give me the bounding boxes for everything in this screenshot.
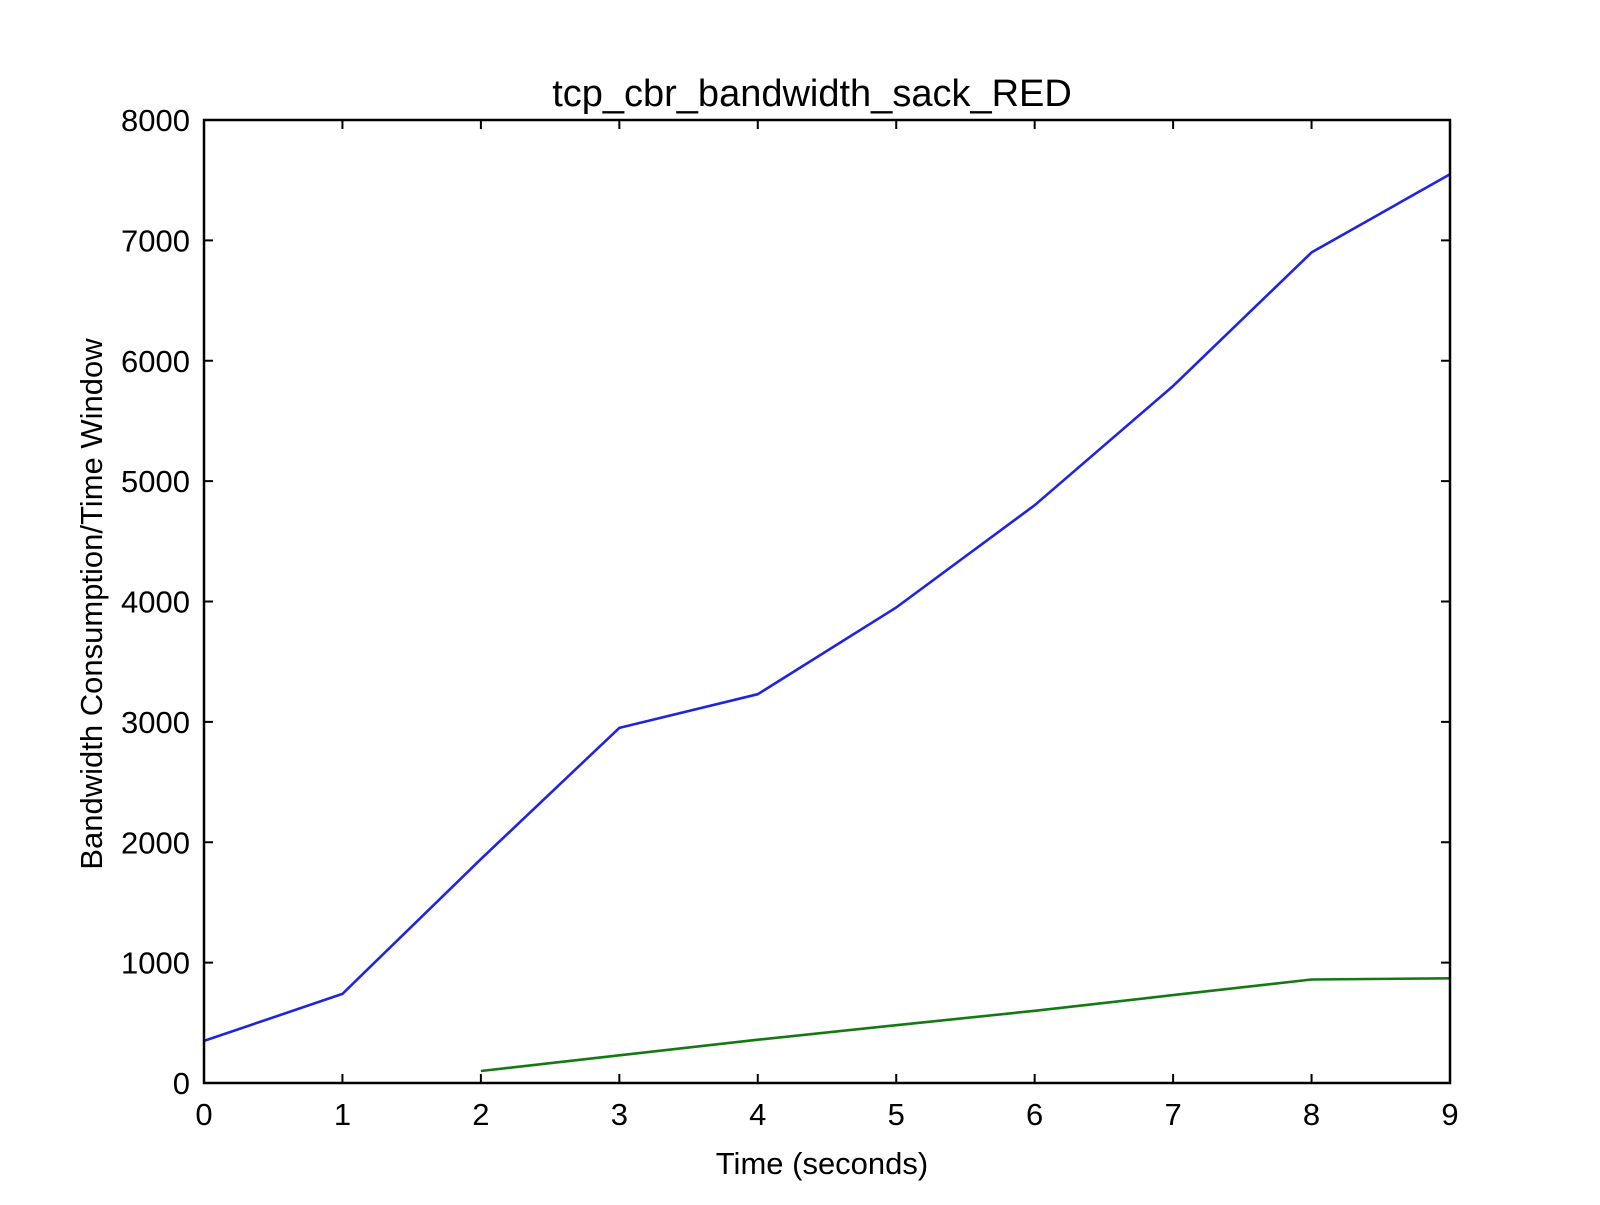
y-tick-label: 5000 [121, 464, 190, 499]
y-tick-label: 8000 [121, 103, 190, 138]
x-tick-label: 7 [1164, 1097, 1181, 1132]
y-tick-label: 2000 [121, 825, 190, 860]
x-tick-label: 0 [195, 1097, 212, 1132]
y-tick-label: 0 [173, 1066, 190, 1101]
y-tick-label: 1000 [121, 946, 190, 981]
series-line-1 [203, 173, 1451, 1043]
series-line-2 [480, 977, 1451, 1073]
x-tick-label: 4 [749, 1097, 766, 1132]
y-tick-label: 3000 [121, 705, 190, 740]
y-axis-label: Bandwidth Consumption/Time Window [74, 338, 109, 870]
series-layer [203, 173, 1451, 1073]
x-tick-label: 6 [1026, 1097, 1043, 1132]
chart-title: tcp_cbr_bandwidth_sack_RED [552, 73, 1072, 115]
x-tick-label: 8 [1303, 1097, 1320, 1132]
x-tick-label: 2 [472, 1097, 489, 1132]
y-tick-label: 4000 [121, 585, 190, 620]
y-tick-label: 6000 [121, 344, 190, 379]
x-tick-label: 5 [888, 1097, 905, 1132]
x-tick-label: 3 [611, 1097, 628, 1132]
plot-frame [202, 118, 1452, 1085]
x-tick-label: 9 [1441, 1097, 1458, 1132]
x-axis-label: Time (seconds) [716, 1146, 928, 1181]
y-tick-label: 7000 [121, 223, 190, 258]
x-tick-label: 1 [334, 1097, 351, 1132]
ticks-layer: 0 1 2 3 4 5 6 7 8 9 0 1000 2000 3000 4000 5000 6000 7000 8… [121, 103, 1459, 1132]
